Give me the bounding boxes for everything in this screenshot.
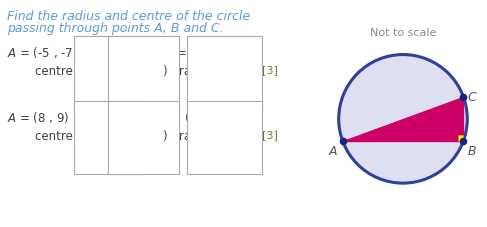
Text: C: C [468,91,477,104]
Text: centre = (: centre = ( [35,129,95,142]
Text: B: B [468,145,476,158]
Polygon shape [342,97,464,141]
Circle shape [338,55,468,183]
Text: )   radius =: ) radius = [163,65,229,78]
Text: $A$ = (-5 , -7)   $B$ = (1 , -7)   $C$ = (1 , 1): $A$ = (-5 , -7) $B$ = (1 , -7) $C$ = (1 … [7,45,226,60]
Polygon shape [458,135,464,141]
Text: $A$ = (8 , 9)   $B$ = (32 , 9)   $C$ = (32 , 19): $A$ = (8 , 9) $B$ = (32 , 9) $C$ = (32 ,… [7,109,236,124]
Text: A: A [328,145,337,158]
Text: [3]: [3] [262,65,278,75]
Text: passing through points A, B and C.: passing through points A, B and C. [7,22,224,35]
Text: )   radius =: ) radius = [163,129,229,142]
Text: Find the radius and centre of the circle: Find the radius and centre of the circle [7,10,250,23]
Text: Not to scale: Not to scale [370,28,436,38]
Text: centre = (: centre = ( [35,65,95,78]
Text: [3]: [3] [262,129,278,139]
Text: ,: , [130,129,134,142]
Text: ,: , [130,65,134,78]
